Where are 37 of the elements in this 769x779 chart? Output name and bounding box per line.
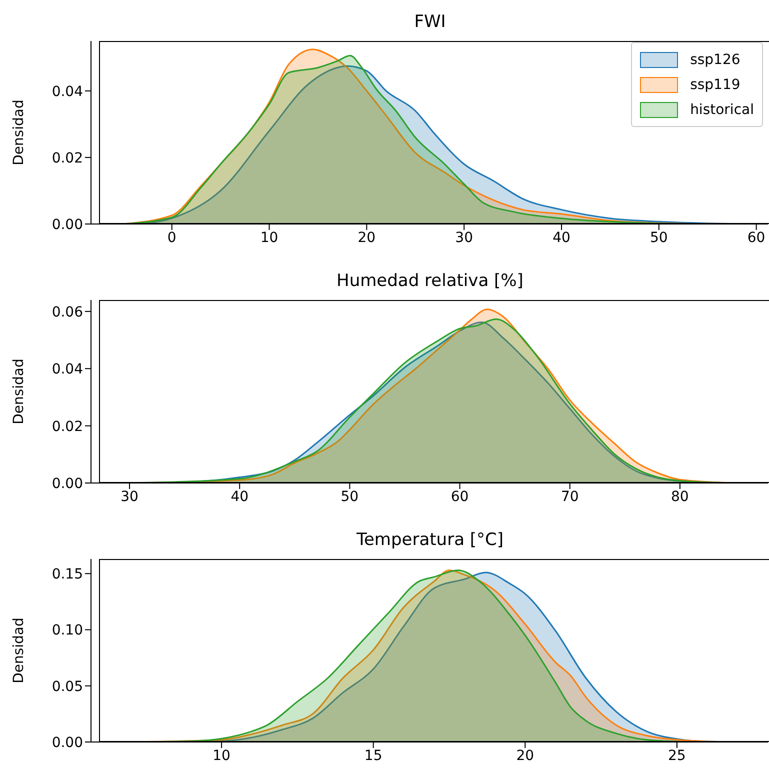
x-tick-label: 70: [560, 488, 579, 505]
legend-label: historical: [690, 102, 754, 118]
y-tick-label: 0.15: [52, 566, 83, 583]
x-tick-label: 10: [260, 230, 278, 246]
x-tick-label: 20: [358, 230, 376, 246]
x-tick-label: 0: [167, 230, 176, 246]
y-tick-label: 0.10: [52, 622, 83, 639]
chart-title: Temperatura [°C]: [355, 529, 505, 552]
y-tick-label: 0.00: [52, 734, 83, 751]
x-tick-label: 10: [212, 748, 230, 764]
x-tick-label: 50: [650, 230, 668, 246]
y-axis-title: Densidad: [10, 618, 27, 684]
x-tick-label: 40: [552, 230, 570, 246]
legend-label: ssp119: [690, 76, 740, 92]
y-axis-title: Densidad: [10, 100, 27, 166]
y-tick-label: 0.04: [52, 84, 84, 100]
x-tick-label: 30: [455, 230, 473, 246]
x-tick-label: 60: [450, 488, 469, 505]
chart-title: Humedad relativa [%]: [336, 270, 524, 293]
x-tick-label: 40: [230, 488, 249, 505]
y-axis-title: Densidad: [10, 358, 27, 424]
y-tick-label: 0.02: [52, 418, 83, 435]
y-tick-label: 0.02: [52, 150, 83, 166]
legend-label: ssp126: [690, 52, 740, 68]
x-tick-label: 20: [516, 748, 534, 764]
x-tick-label: 30: [120, 488, 138, 505]
x-tick-label: 25: [668, 748, 686, 764]
chart-title: FWI: [413, 11, 447, 34]
x-tick-label: 50: [340, 488, 359, 505]
y-tick-label: 0.04: [52, 362, 84, 378]
x-tick-label: 60: [747, 230, 766, 246]
y-tick-label: 0.05: [52, 678, 83, 695]
x-tick-label: 80: [671, 488, 689, 505]
y-tick-label: 0.06: [52, 304, 84, 320]
y-tick-label: 0.00: [52, 216, 83, 233]
y-tick-label: 0.00: [52, 476, 83, 492]
x-tick-label: 15: [364, 748, 382, 764]
